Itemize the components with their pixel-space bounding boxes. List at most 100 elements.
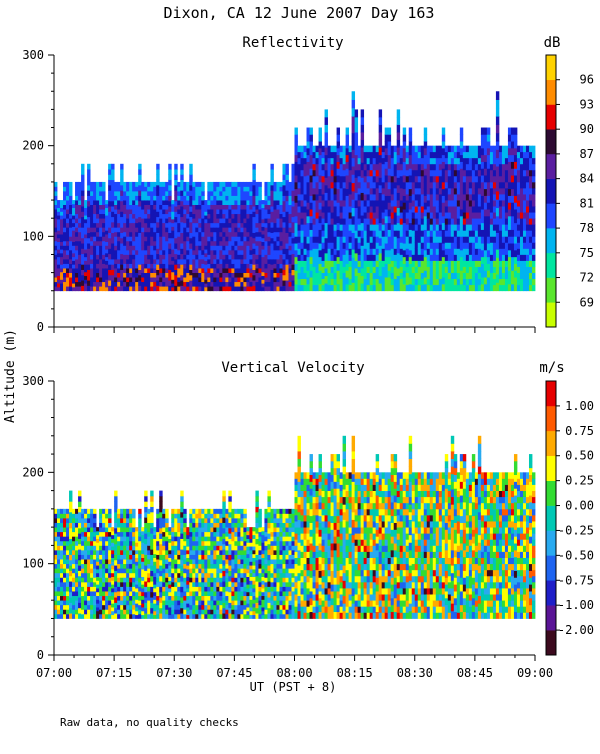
reflectivity-heatmap-cell: [400, 218, 403, 224]
reflectivity-heatmap-cell: [430, 248, 433, 254]
velocity-heatmap-cell: [180, 581, 183, 587]
reflectivity-heatmap-cell: [240, 205, 243, 210]
reflectivity-heatmap-cell: [114, 196, 117, 201]
velocity-heatmap-cell: [147, 555, 150, 560]
velocity-heatmap-cell: [96, 588, 99, 592]
reflectivity-heatmap-cell: [69, 245, 72, 250]
reflectivity-heatmap-cell: [418, 267, 421, 273]
reflectivity-heatmap-cell: [361, 155, 364, 163]
reflectivity-heatmap-cell: [126, 191, 129, 196]
reflectivity-heatmap-cell: [174, 206, 177, 212]
reflectivity-heatmap-cell: [436, 285, 439, 291]
reflectivity-heatmap-cell: [75, 196, 78, 201]
reflectivity-heatmap-cell: [63, 241, 66, 246]
reflectivity-heatmap-cell: [424, 284, 427, 291]
reflectivity-heatmap-cell: [90, 186, 93, 191]
velocity-heatmap-cell: [159, 544, 162, 550]
reflectivity-heatmap-cell: [529, 200, 532, 206]
reflectivity-heatmap-cell: [225, 273, 228, 278]
reflectivity-heatmap-cell: [469, 279, 472, 285]
reflectivity-heatmap-cell: [349, 261, 352, 267]
reflectivity-heatmap-cell: [66, 223, 69, 228]
reflectivity-heatmap-cell: [246, 282, 249, 287]
reflectivity-heatmap-cell: [159, 245, 162, 250]
reflectivity-heatmap-cell: [192, 209, 195, 214]
reflectivity-heatmap-cell: [460, 202, 463, 209]
reflectivity-heatmap-cell: [216, 241, 219, 246]
reflectivity-heatmap-cell: [523, 194, 526, 200]
velocity-heatmap-cell: [138, 513, 141, 518]
velocity-heatmap-cell: [69, 544, 72, 550]
reflectivity-heatmap-cell: [514, 128, 517, 135]
reflectivity-heatmap-cell: [493, 158, 496, 164]
reflectivity-heatmap-cell: [427, 218, 430, 224]
reflectivity-heatmap-cell: [240, 264, 243, 269]
reflectivity-heatmap-cell: [273, 223, 276, 228]
reflectivity-heatmap-cell: [499, 218, 502, 224]
velocity-heatmap-cell: [72, 577, 75, 582]
reflectivity-heatmap-cell: [484, 128, 487, 135]
velocity-heatmap-cell: [90, 577, 93, 582]
reflectivity-heatmap-cell: [54, 205, 57, 210]
reflectivity-heatmap-cell: [349, 230, 352, 236]
velocity-heatmap-cell: [54, 550, 57, 555]
reflectivity-heatmap-cell: [126, 232, 129, 237]
velocity-heatmap-cell: [66, 550, 69, 555]
reflectivity-heatmap-cell: [228, 218, 231, 223]
velocity-heatmap-cell: [141, 607, 144, 611]
reflectivity-heatmap-cell: [183, 232, 186, 237]
velocity-heatmap-cell: [114, 576, 117, 582]
velocity-heatmap-cell: [144, 491, 147, 497]
reflectivity-heatmap-cell: [505, 200, 508, 206]
velocity-heatmap-cell: [72, 596, 75, 601]
reflectivity-heatmap-cell: [96, 277, 99, 282]
reflectivity-heatmap-cell: [132, 254, 135, 259]
velocity-heatmap-cell: [159, 496, 162, 502]
reflectivity-heatmap-cell: [406, 230, 409, 236]
reflectivity-heatmap-cell: [207, 205, 210, 210]
reflectivity-heatmap-cell: [505, 218, 508, 224]
reflectivity-heatmap-cell: [156, 217, 159, 223]
reflectivity-heatmap-cell: [261, 211, 264, 215]
reflectivity-heatmap-cell: [451, 267, 454, 273]
reflectivity-heatmap-cell: [388, 196, 391, 203]
reflectivity-heatmap-cell: [267, 236, 270, 241]
reflectivity-heatmap-cell: [373, 170, 376, 176]
reflectivity-heatmap-cell: [189, 248, 192, 254]
reflectivity-heatmap-cell: [319, 209, 322, 216]
reflectivity-heatmap-cell: [445, 248, 448, 254]
velocity-heatmap-cell: [135, 580, 138, 584]
reflectivity-heatmap-cell: [493, 212, 496, 218]
reflectivity-heatmap-cell: [195, 241, 198, 246]
reflectivity-heatmap-cell: [295, 128, 298, 135]
reflectivity-heatmap-cell: [433, 212, 436, 218]
velocity-heatmap-cell: [102, 541, 105, 546]
reflectivity-heatmap-cell: [144, 245, 147, 250]
reflectivity-heatmap-cell: [171, 234, 174, 238]
reflectivity-heatmap-cell: [367, 170, 370, 176]
reflectivity-heatmap-cell: [69, 186, 72, 191]
reflectivity-heatmap-cell: [322, 261, 325, 267]
reflectivity-heatmap-cell: [252, 169, 255, 175]
velocity-heatmap-cell: [177, 513, 180, 518]
reflectivity-heatmap-cell: [475, 194, 478, 200]
reflectivity-heatmap-cell: [57, 245, 60, 249]
reflectivity-heatmap-cell: [481, 270, 484, 277]
reflectivity-heatmap-cell: [517, 194, 520, 200]
reflectivity-heatmap-cell: [328, 218, 331, 224]
reflectivity-heatmap-cell: [325, 261, 328, 269]
velocity-heatmap-cell: [123, 582, 126, 587]
reflectivity-heatmap-cell: [120, 270, 123, 276]
reflectivity-heatmap-cell: [234, 227, 237, 232]
reflectivity-heatmap-cell: [511, 162, 514, 169]
reflectivity-heatmap-cell: [231, 196, 234, 201]
reflectivity-heatmap-cell: [105, 268, 108, 272]
reflectivity-heatmap-cell: [291, 264, 294, 270]
velocity-heatmap-cell: [84, 518, 87, 523]
velocity-heatmap-cell: [123, 532, 126, 537]
reflectivity-heatmap-cell: [328, 206, 331, 212]
reflectivity-heatmap-cell: [231, 186, 234, 191]
reflectivity-heatmap-cell: [270, 185, 273, 191]
reflectivity-heatmap-cell: [343, 273, 346, 279]
velocity-heatmap-cell: [96, 558, 99, 562]
